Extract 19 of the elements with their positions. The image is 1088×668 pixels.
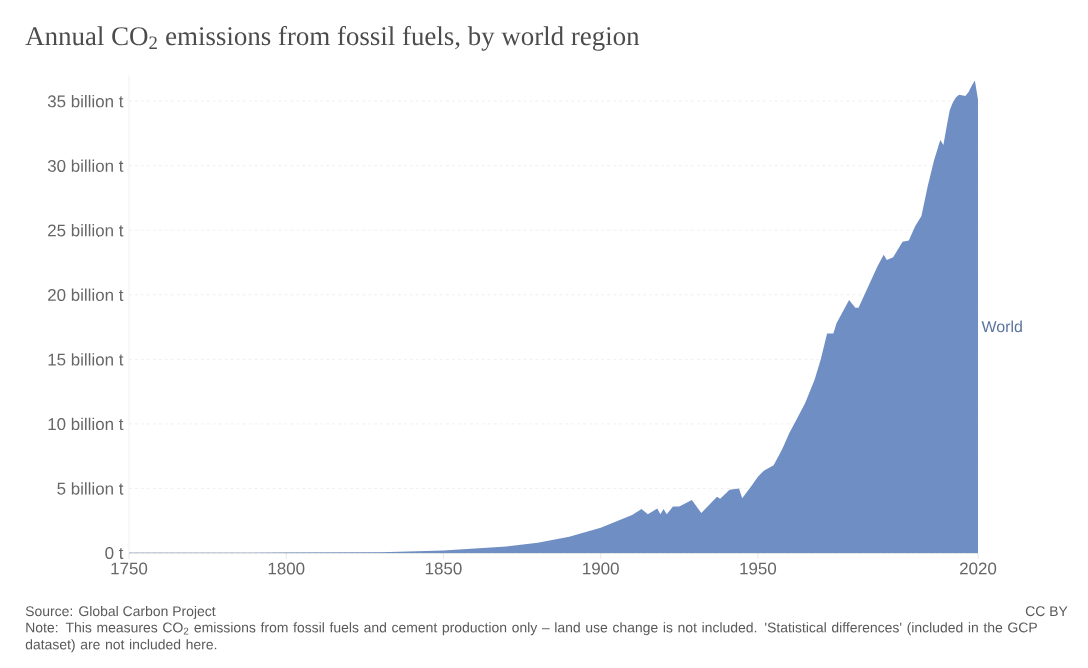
x-tick-label: 1950: [740, 562, 777, 575]
source-note: Source: Global Carbon Project: [25, 605, 216, 619]
text: Note: This measures CO$_{2}$ emissions from fossil fuels and cement production only – land use change is not included. 'Statistical differences' (included in the GCP dataset) are not included here.: [25, 622, 1037, 653]
y-tick-label: 25 billion t: [48, 224, 124, 237]
y-tick-label: 10 billion t: [48, 417, 124, 431]
y-tick-label: 20 billion t: [48, 288, 124, 302]
text: CC BY: [1025, 606, 1068, 617]
y-tick-label: 5 billion t: [57, 482, 124, 495]
x-tick-label: 1750: [111, 562, 148, 575]
x-tick-label: 2020: [960, 562, 997, 575]
x-tick-label: 1850: [425, 562, 462, 575]
series-label: World: [981, 320, 1022, 333]
x-tick-label: 1800: [268, 562, 305, 575]
chart-title: Annual CO$_{2}$ emissions from fossil fuels, by world region: [25, 26, 640, 51]
y-tick-label: 30 billion t: [47, 159, 124, 172]
y-tick-label: 15 billion t: [48, 353, 124, 366]
x-tick-label: 1900: [583, 562, 619, 575]
y-tick-label: 35 billion t: [47, 94, 124, 108]
y-tick-label: 0 t: [105, 547, 124, 559]
